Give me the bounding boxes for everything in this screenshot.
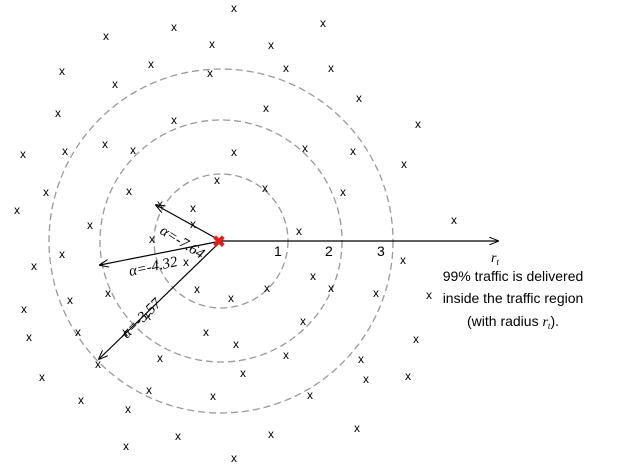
node-mark: x [171, 20, 177, 34]
node-mark: x [43, 185, 49, 199]
node-mark: x [233, 337, 239, 351]
node-mark: x [207, 66, 213, 80]
node-mark: x [122, 325, 128, 339]
node-mark: x [157, 351, 163, 365]
node-mark: x [171, 113, 177, 127]
node-mark: x [262, 181, 268, 195]
traffic-note: 99% traffic is delivered inside the traf… [443, 268, 584, 331]
alpha-arrow-1 [156, 205, 222, 242]
ring-label-2: 2 [325, 243, 333, 259]
node-mark: x [62, 144, 68, 158]
node-mark: x [175, 429, 181, 443]
node-mark: x [328, 281, 334, 295]
node-mark: x [310, 269, 316, 283]
node-mark: x [400, 253, 406, 267]
node-mark: x [75, 325, 81, 339]
node-mark: x [125, 402, 131, 416]
node-mark: x [14, 203, 20, 217]
node-mark: x [126, 184, 132, 198]
node-mark: x [59, 64, 65, 78]
node-mark: x [283, 348, 289, 362]
node-mark: x [240, 366, 246, 380]
node-mark: x [26, 330, 32, 344]
node-mark: x [87, 218, 93, 232]
node-mark: x [228, 291, 234, 305]
node-mark: x [148, 57, 154, 71]
node-mark: x [268, 38, 274, 52]
node-mark: x [203, 325, 209, 339]
node-mark: x [350, 144, 356, 158]
node-mark: x [302, 141, 308, 155]
node-mark: x [356, 91, 362, 105]
alpha-arrow-2 [100, 240, 222, 265]
node-mark: x [328, 61, 334, 75]
node-mark: x [105, 286, 111, 300]
alpha-label-3: α=-3.57 [119, 295, 166, 342]
node-mark: x [103, 29, 109, 43]
node-mark: x [401, 157, 407, 171]
node-mark: x [214, 173, 220, 187]
node-mark: x [451, 213, 457, 227]
alpha-arrow-3 [99, 240, 222, 359]
node-mark: x [145, 309, 151, 323]
node-mark: x [190, 217, 196, 231]
axis-label: rt [491, 251, 499, 267]
node-mark: x [354, 421, 360, 435]
node-mark: x [39, 370, 45, 384]
node-mark: x [123, 439, 129, 453]
node-mark: x [67, 293, 73, 307]
node-mark: x [183, 255, 189, 269]
node-mark: x [95, 357, 101, 371]
node-mark: x [190, 201, 196, 215]
ring-label-1: 1 [274, 243, 282, 259]
node-mark: x [31, 259, 37, 273]
node-mark: x [363, 372, 369, 386]
note-line-2: inside the traffic region [443, 290, 584, 306]
node-mark: x [59, 247, 65, 261]
node-mark: x [307, 388, 313, 402]
node-mark: x [78, 393, 84, 407]
node-mark: x [231, 451, 237, 465]
node-mark: x [263, 101, 269, 115]
node-mark: x [146, 383, 152, 397]
node-mark: x [102, 137, 108, 151]
node-mark: x [20, 147, 26, 161]
node-mark: x [55, 106, 61, 120]
node-mark: x [300, 314, 306, 328]
node-mark: x [112, 77, 118, 91]
node-mark: x [149, 232, 155, 246]
node-mark: x [373, 286, 379, 300]
node-mark: x [231, 1, 237, 15]
node-mark: x [340, 185, 346, 199]
node-mark: x [264, 281, 270, 295]
center-node-icon: ✖ [212, 234, 225, 251]
note-line-1: 99% traffic is delivered [443, 268, 584, 284]
node-mark: x [283, 61, 289, 75]
node-mark: x [231, 145, 237, 159]
node-mark: x [405, 369, 411, 383]
node-mark: x [268, 427, 274, 441]
ring-label-3: 3 [377, 243, 385, 259]
node-mark: x [320, 16, 326, 30]
node-mark: x [415, 117, 421, 131]
node-mark: x [130, 143, 136, 157]
node-mark: x [413, 332, 419, 346]
node-mark: x [426, 288, 432, 302]
node-mark: x [296, 224, 302, 238]
node-mark: x [209, 37, 215, 51]
node-mark: x [210, 389, 216, 403]
node-mark: x [194, 282, 200, 296]
node-mark: x [358, 352, 364, 366]
note-line-3: (with radius rt). [467, 313, 559, 331]
node-mark: x [21, 302, 27, 316]
